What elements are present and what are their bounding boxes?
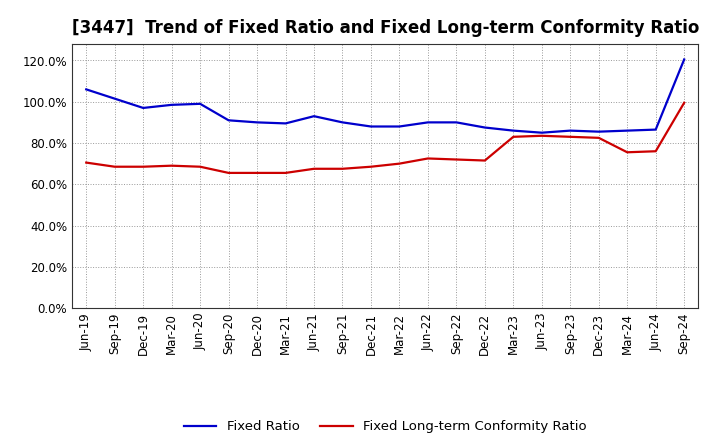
Fixed Long-term Conformity Ratio — [225, 170, 233, 176]
Fixed Long-term Conformity Ratio — [366, 164, 375, 169]
Fixed Long-term Conformity Ratio — [623, 150, 631, 155]
Fixed Ratio — [595, 129, 603, 134]
Fixed Long-term Conformity Ratio — [82, 160, 91, 165]
Fixed Ratio — [139, 105, 148, 110]
Fixed Ratio — [310, 114, 318, 119]
Fixed Ratio — [282, 121, 290, 126]
Fixed Long-term Conformity Ratio — [338, 166, 347, 172]
Fixed Long-term Conformity Ratio — [452, 157, 461, 162]
Fixed Long-term Conformity Ratio — [253, 170, 261, 176]
Fixed Long-term Conformity Ratio — [395, 161, 404, 166]
Fixed Ratio — [82, 87, 91, 92]
Fixed Long-term Conformity Ratio — [537, 133, 546, 139]
Fixed Ratio — [253, 120, 261, 125]
Fixed Long-term Conformity Ratio — [680, 100, 688, 106]
Fixed Ratio — [196, 101, 204, 106]
Fixed Long-term Conformity Ratio — [652, 149, 660, 154]
Fixed Ratio — [338, 120, 347, 125]
Fixed Ratio — [452, 120, 461, 125]
Fixed Ratio — [480, 125, 489, 130]
Fixed Long-term Conformity Ratio — [196, 164, 204, 169]
Fixed Long-term Conformity Ratio — [595, 135, 603, 140]
Fixed Ratio — [680, 57, 688, 62]
Fixed Ratio — [623, 128, 631, 133]
Fixed Ratio — [537, 130, 546, 136]
Fixed Ratio — [423, 120, 432, 125]
Line: Fixed Long-term Conformity Ratio: Fixed Long-term Conformity Ratio — [86, 103, 684, 173]
Fixed Long-term Conformity Ratio — [282, 170, 290, 176]
Fixed Long-term Conformity Ratio — [480, 158, 489, 163]
Legend: Fixed Ratio, Fixed Long-term Conformity Ratio: Fixed Ratio, Fixed Long-term Conformity … — [179, 415, 592, 439]
Fixed Ratio — [395, 124, 404, 129]
Fixed Ratio — [652, 127, 660, 132]
Fixed Long-term Conformity Ratio — [423, 156, 432, 161]
Fixed Long-term Conformity Ratio — [310, 166, 318, 172]
Fixed Long-term Conformity Ratio — [566, 134, 575, 139]
Fixed Ratio — [509, 128, 518, 133]
Fixed Ratio — [366, 124, 375, 129]
Fixed Ratio — [566, 128, 575, 133]
Fixed Long-term Conformity Ratio — [509, 134, 518, 139]
Line: Fixed Ratio: Fixed Ratio — [86, 59, 684, 133]
Title: [3447]  Trend of Fixed Ratio and Fixed Long-term Conformity Ratio: [3447] Trend of Fixed Ratio and Fixed Lo… — [71, 19, 699, 37]
Fixed Long-term Conformity Ratio — [110, 164, 119, 169]
Fixed Long-term Conformity Ratio — [139, 164, 148, 169]
Fixed Ratio — [167, 102, 176, 107]
Fixed Ratio — [110, 96, 119, 101]
Fixed Ratio — [225, 117, 233, 123]
Fixed Long-term Conformity Ratio — [167, 163, 176, 169]
